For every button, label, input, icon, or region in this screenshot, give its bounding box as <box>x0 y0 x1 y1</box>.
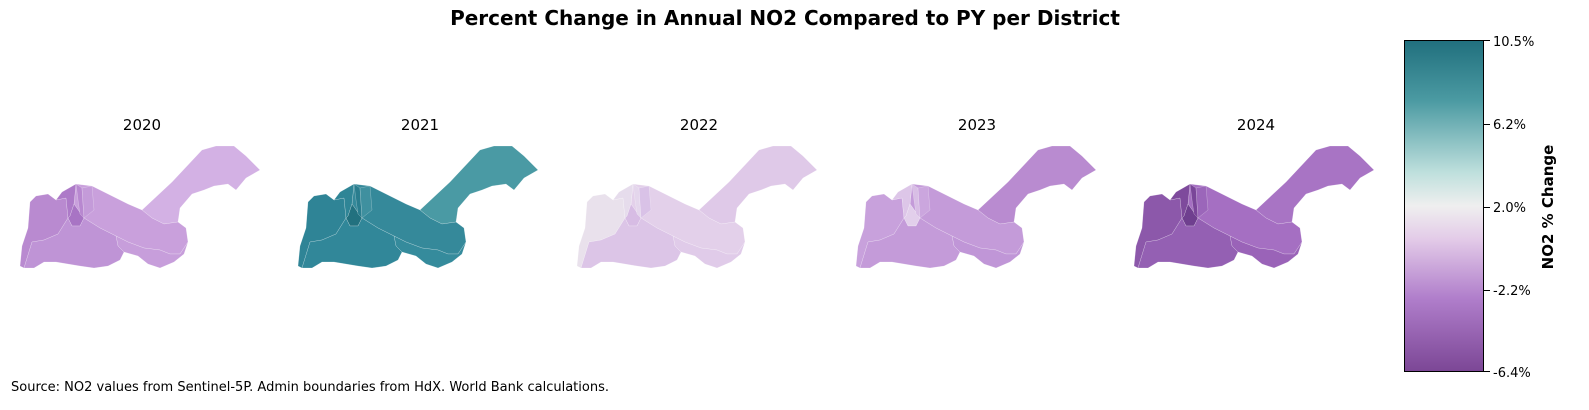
district-east <box>419 145 539 225</box>
district-small-2 <box>81 185 95 219</box>
district-small-1 <box>75 183 85 219</box>
district-small-1 <box>911 183 921 219</box>
district-small-1 <box>353 183 363 219</box>
colorbar-tick-label: -2.2% <box>1493 284 1531 299</box>
colorbar-tick <box>1484 290 1490 291</box>
district-map-2023 <box>856 145 1097 269</box>
district-map-2021 <box>298 145 539 269</box>
colorbar-tick-label: 2.0% <box>1493 201 1527 216</box>
source-note: Source: NO2 values from Sentinel-5P. Adm… <box>11 380 609 395</box>
colorbar-label: NO2 % Change <box>1539 144 1557 270</box>
district-map-2020 <box>20 145 261 269</box>
map-year-label: 2021 <box>400 116 440 134</box>
district-map-2024 <box>1134 145 1375 269</box>
district-south <box>672 235 746 269</box>
colorbar-tick <box>1484 371 1490 372</box>
chart-title: Percent Change in Annual NO2 Compared to… <box>450 6 1120 30</box>
district-small-1 <box>632 183 642 219</box>
colorbar-tick-label: 10.5% <box>1493 35 1535 50</box>
district-southwest <box>1137 217 1239 269</box>
district-south <box>393 235 467 269</box>
district-small-2 <box>359 185 373 219</box>
colorbar <box>1404 40 1484 372</box>
colorbar-tick-label: 6.2% <box>1493 118 1527 133</box>
map-year-label: 2024 <box>1236 116 1276 134</box>
colorbar-tick-label: -6.4% <box>1493 366 1531 381</box>
district-south <box>951 235 1025 269</box>
district-east <box>1255 145 1375 225</box>
district-southwest <box>580 217 682 269</box>
district-small-2 <box>1195 185 1209 219</box>
map-year-label: 2023 <box>957 116 997 134</box>
district-small-1 <box>1189 183 1199 219</box>
district-east <box>698 145 818 225</box>
district-southwest <box>23 217 125 269</box>
district-south <box>115 235 189 269</box>
map-year-label: 2022 <box>679 116 719 134</box>
district-map-2022 <box>577 145 818 269</box>
colorbar-tick <box>1484 124 1490 125</box>
colorbar-tick <box>1484 207 1490 208</box>
colorbar-tick <box>1484 40 1490 41</box>
district-southwest <box>859 217 961 269</box>
district-southwest <box>301 217 403 269</box>
district-small-2 <box>917 185 931 219</box>
district-east <box>141 145 261 225</box>
map-year-label: 2020 <box>122 116 162 134</box>
district-south <box>1229 235 1303 269</box>
district-small-2 <box>638 185 652 219</box>
district-east <box>977 145 1097 225</box>
